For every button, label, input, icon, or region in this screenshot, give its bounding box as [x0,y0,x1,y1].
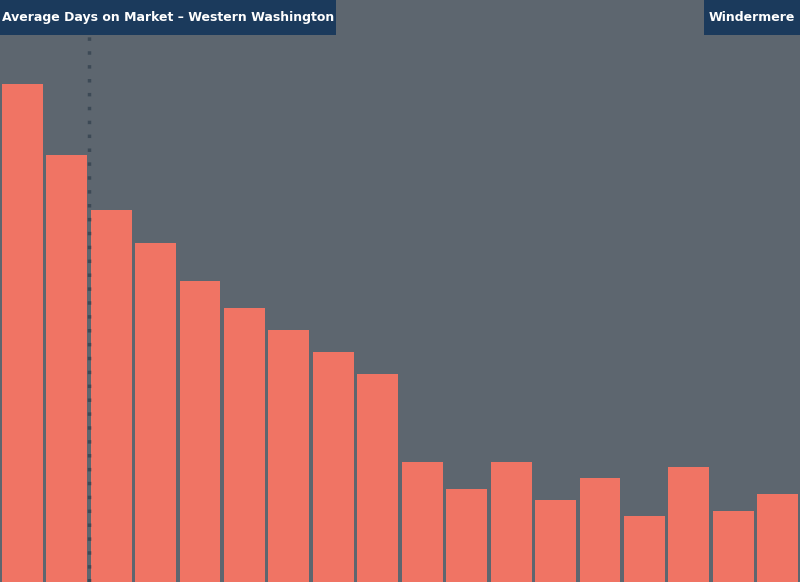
Text: Average Days on Market – Western Washington: Average Days on Market – Western Washing… [2,11,334,24]
Bar [2,84,42,582]
Bar [624,516,665,582]
FancyBboxPatch shape [704,0,800,35]
Bar [758,495,798,582]
Bar [402,462,442,582]
Bar [90,210,131,582]
Bar [179,281,221,582]
Bar [46,155,87,582]
Bar [313,352,354,582]
Bar [224,308,265,582]
Bar [535,500,576,582]
FancyBboxPatch shape [0,0,336,35]
Bar [135,243,176,582]
Bar [669,467,710,582]
Bar [490,462,531,582]
Bar [269,331,310,582]
Bar [446,489,487,582]
Bar [358,374,398,582]
Text: Windermere: Windermere [709,11,795,24]
Bar [579,478,621,582]
Bar [713,511,754,582]
